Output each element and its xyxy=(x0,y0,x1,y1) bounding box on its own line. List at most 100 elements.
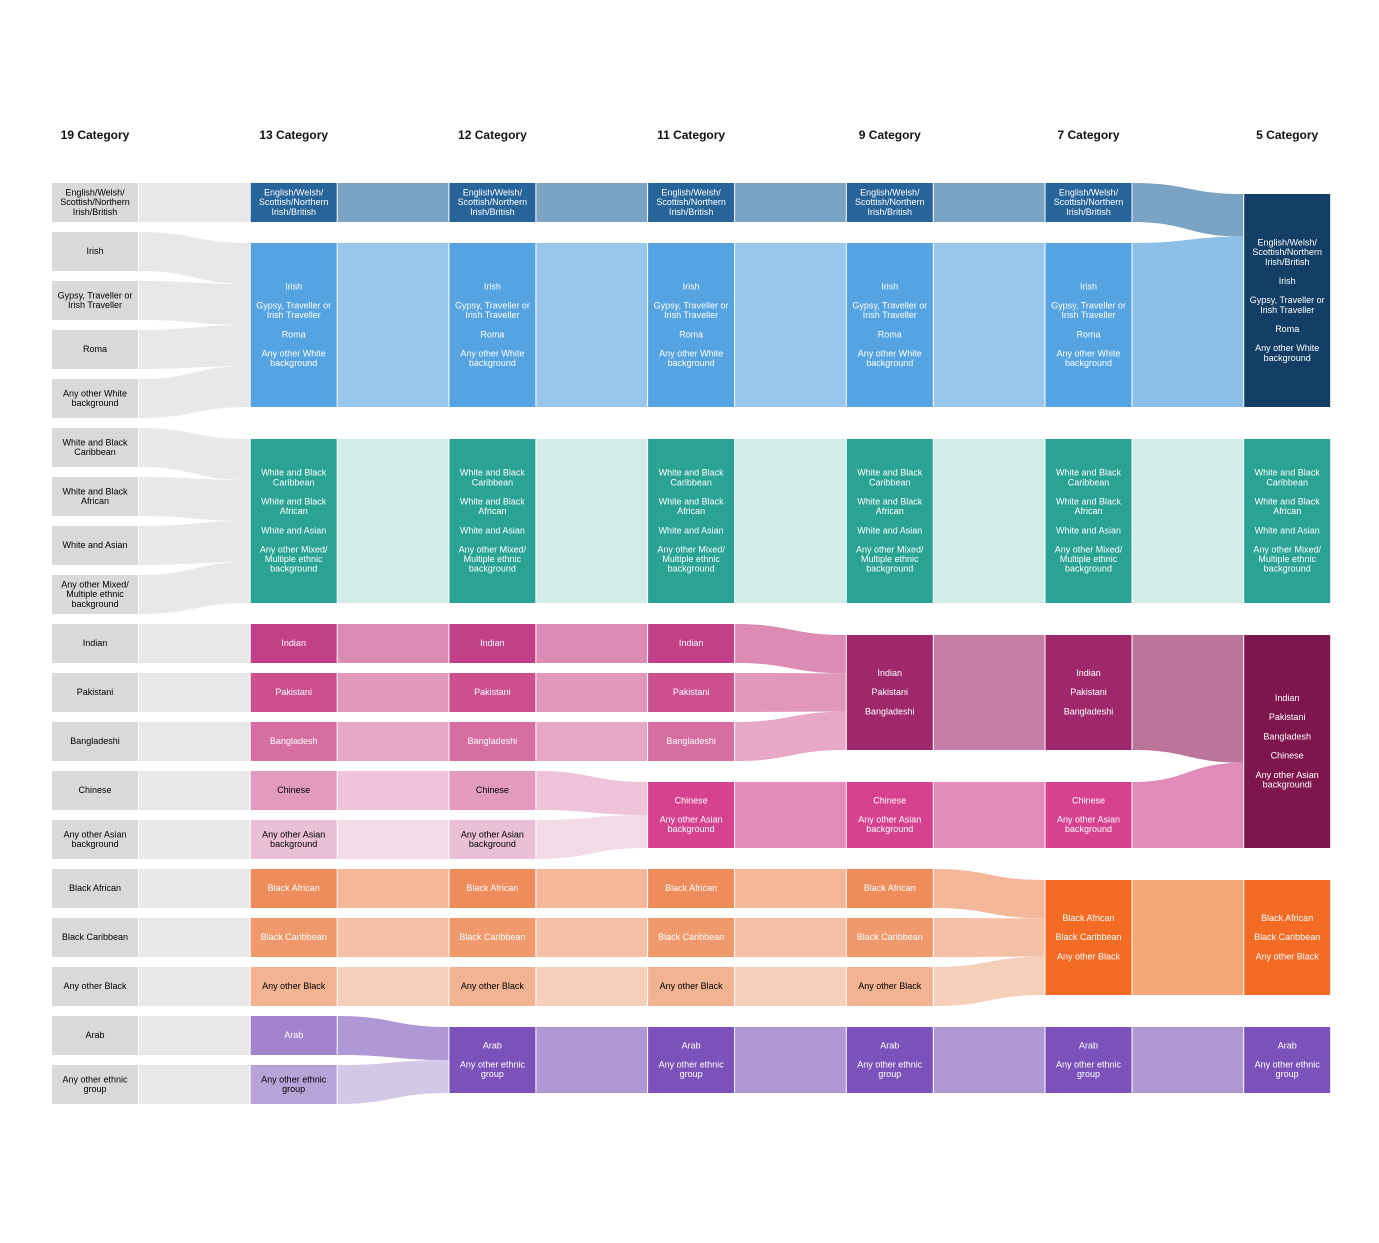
node-label: background xyxy=(668,824,715,834)
flow-link-black-caribbean xyxy=(139,918,250,957)
node-19-category-any-other-asian-background xyxy=(52,820,138,859)
flow-link-arab xyxy=(536,1027,648,1093)
node-11-category-white-and-black-caribbean-white-and-blac xyxy=(648,439,735,603)
node-label: Multiple ethnic xyxy=(265,554,323,564)
node-13-category-chinese xyxy=(250,771,337,810)
node-9-category-black-caribbean xyxy=(846,918,933,957)
node-13-category-black-caribbean xyxy=(250,918,337,957)
flow-link-chinese xyxy=(139,771,250,810)
node-label: Any other ethnic xyxy=(1255,1060,1321,1070)
node-13-category-bangladesh xyxy=(250,722,337,761)
node-label: Black African xyxy=(1261,913,1313,923)
node-9-category-arab-any-other-ethnic-group xyxy=(846,1027,933,1093)
flow-link-black-african xyxy=(933,869,1045,919)
node-label: group xyxy=(481,1069,504,1079)
flow-link-irish xyxy=(735,243,846,407)
node-label: White and Black xyxy=(1056,497,1122,507)
flow-link-any-other-black xyxy=(337,967,449,1006)
flow-link-bangladeshi xyxy=(735,711,846,761)
node-12-category-arab-any-other-ethnic-group xyxy=(449,1027,536,1093)
node-label: Black Caribbean xyxy=(1055,932,1121,942)
node-12-category-indian xyxy=(449,624,536,663)
flow-link-indian xyxy=(1132,635,1244,763)
node-label: Bangladeshi xyxy=(1064,706,1114,716)
node-label: Any other ethnic xyxy=(261,1074,327,1084)
flow-link-irish xyxy=(536,243,648,407)
node-label: White and Asian xyxy=(857,525,922,535)
node-label: White and Black xyxy=(261,497,327,507)
node-12-category-white-and-black-caribbean-white-and-blac xyxy=(449,439,536,603)
node-label: Caribbean xyxy=(670,477,712,487)
node-19-category-white-and-black-caribbean xyxy=(52,428,138,467)
node-12-category-any-other-black xyxy=(449,967,536,1006)
node-label: Irish Traveller xyxy=(1260,305,1314,315)
node-label: Irish xyxy=(285,281,302,291)
node-label: Any other Black xyxy=(1256,951,1320,961)
node-label: Irish Traveller xyxy=(863,310,917,320)
node-label: background xyxy=(1065,564,1112,574)
flow-link-any-other-black xyxy=(933,956,1045,1006)
node-label: Any other Asian xyxy=(660,815,723,825)
flow-link-indian xyxy=(933,635,1045,750)
node-label: White and Black xyxy=(857,497,923,507)
node-label: Caribbean xyxy=(273,477,315,487)
node-label: Any other Black xyxy=(262,981,326,991)
node-label: background xyxy=(866,824,913,834)
flow-link-black-caribbean xyxy=(735,918,846,957)
node-13-category-pakistani xyxy=(250,673,337,712)
flow-link-white-and-black-caribbean xyxy=(337,439,449,603)
node-7-category-arab-any-other-ethnic-group xyxy=(1045,1027,1132,1093)
node-label: Any other Mixed/ xyxy=(856,545,924,555)
node-label: Any other Asian xyxy=(262,829,325,839)
flow-link-english-welsh-scottish-northern-irish-british xyxy=(1132,183,1244,237)
node-label: Bangladeshi xyxy=(666,736,716,746)
node-9-category-any-other-black xyxy=(846,967,933,1006)
node-label: White and Black xyxy=(62,437,128,447)
node-label: Irish Traveller xyxy=(68,300,122,310)
flow-link-chinese xyxy=(933,782,1045,848)
node-label: Pakistani xyxy=(77,687,114,697)
flow-links xyxy=(139,183,1244,1104)
node-label: Arab xyxy=(880,1040,899,1050)
node-label: group xyxy=(1276,1069,1299,1079)
node-5-category-black-african-black-caribbean-any-other- xyxy=(1244,880,1331,995)
column-title-12-category: 12 Category xyxy=(458,128,527,142)
flow-link-pakistani xyxy=(536,673,648,712)
node-label: Chinese xyxy=(1271,751,1304,761)
node-12-category-english-welsh-scottish-northern-irish-br xyxy=(449,183,536,222)
node-label: background xyxy=(469,839,516,849)
node-12-category-any-other-asian-background xyxy=(449,820,536,859)
node-label: Black African xyxy=(69,883,121,893)
node-19-category-any-other-mixed-multiple-ethnic-backgrou xyxy=(52,575,138,614)
node-label: White and Asian xyxy=(261,525,326,535)
node-label: group xyxy=(282,1084,305,1094)
node-label: Any other Black xyxy=(660,981,724,991)
node-label: background xyxy=(270,839,317,849)
node-label: Pakistani xyxy=(872,687,909,697)
node-label: White and Black xyxy=(460,468,526,478)
node-12-category-pakistani xyxy=(449,673,536,712)
node-19-category-chinese xyxy=(52,771,138,810)
node-label: Pakistani xyxy=(474,687,511,697)
node-label: Indian xyxy=(1076,668,1101,678)
node-label: Arab xyxy=(483,1040,502,1050)
node-11-category-black-african xyxy=(648,869,735,908)
node-19-category-white-and-asian xyxy=(52,526,138,565)
node-label: background xyxy=(469,564,516,574)
node-label: Multiple ethnic xyxy=(66,589,124,599)
flow-link-indian xyxy=(536,624,648,663)
node-label: Roma xyxy=(83,344,107,354)
flow-link-arab xyxy=(933,1027,1045,1093)
column-title-13-category: 13 Category xyxy=(259,128,328,142)
node-label: Irish/British xyxy=(669,207,714,217)
node-label: background xyxy=(668,564,715,574)
node-label: Any other Asian xyxy=(63,829,126,839)
node-label: backgroundi xyxy=(1263,779,1312,789)
node-11-category-black-caribbean xyxy=(648,918,735,957)
node-label: Caribbean xyxy=(1266,477,1308,487)
node-label: group xyxy=(1077,1069,1100,1079)
node-label: Chinese xyxy=(675,795,708,805)
node-label: Indian xyxy=(878,668,903,678)
node-label: Caribbean xyxy=(74,447,116,457)
node-label: Irish xyxy=(484,281,501,291)
